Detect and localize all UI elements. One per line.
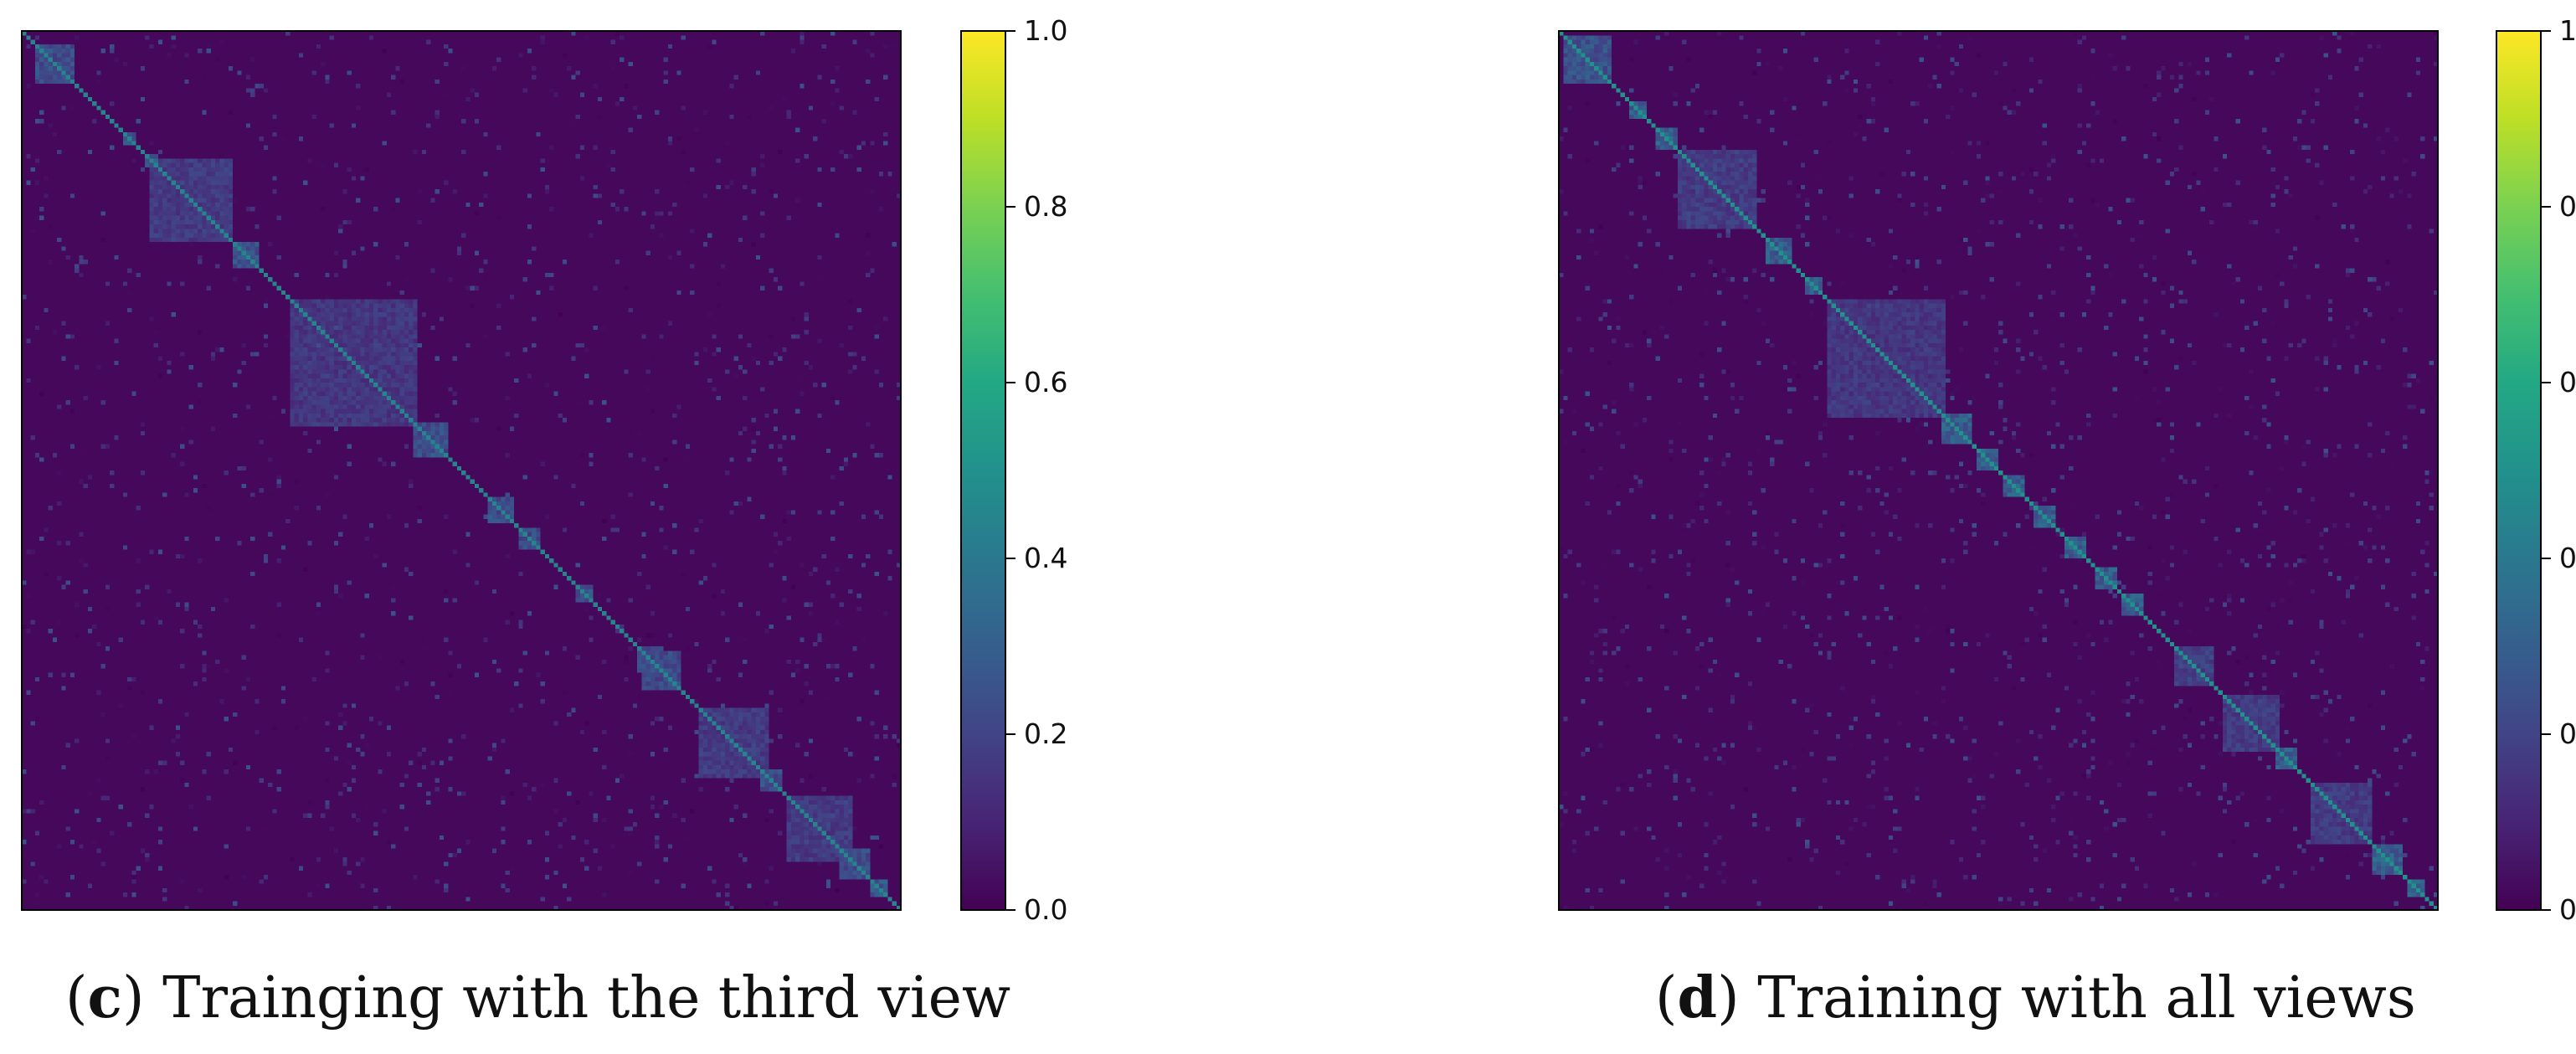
heatmap-frame-c [21,30,902,911]
colorbar-tick-label-c-1: 0.2 [1024,717,1067,750]
heatmap-panel-c: 0.0 0.2 0.4 0.6 0.8 1.0 [21,14,1067,926]
panel-label-c: c [87,964,122,1031]
caption-text-c: Trainging with the third view [162,965,1011,1031]
colorbar-tick-label-c-2: 0.4 [1024,542,1067,574]
caption-text-d: Training with all views [1757,965,2416,1031]
colorbar-tick-label-d-1: 0.2 [2559,717,2576,750]
colorbar-c [961,31,1005,910]
colorbar-frame-c [960,30,1006,911]
colorbar-tick-label-d-0: 0.0 [2559,893,2576,926]
panel-label-d: d [1677,964,1718,1031]
colorbar-tick-label-c-0: 0.0 [1024,893,1067,926]
heatmap-cells-c [22,31,901,910]
heatmap-cells-d [1559,31,2438,910]
colorbar-frame-d [2496,30,2542,911]
colorbar-tick-label-d-3: 0.6 [2559,366,2576,398]
colorbar-tick-label-c-4: 0.8 [1024,190,1067,223]
colorbar-tick-label-d-2: 0.4 [2559,542,2576,574]
heatmap-frame-d [1558,30,2439,911]
colorbar-d [2496,31,2541,910]
heatmap-panel-d: 0.0 0.2 0.4 0.6 0.8 1.0 [1558,14,2576,926]
caption-panel-d: (d) Training with all views [1655,964,2416,1031]
colorbar-tick-label-d-5: 1.0 [2559,14,2576,47]
colorbar-tick-label-c-3: 0.6 [1024,366,1067,398]
colorbar-tick-label-d-4: 0.8 [2559,190,2576,223]
caption-panel-c: (c) Trainging with the third view [65,964,1011,1031]
colorbar-tick-label-c-5: 1.0 [1024,14,1067,47]
